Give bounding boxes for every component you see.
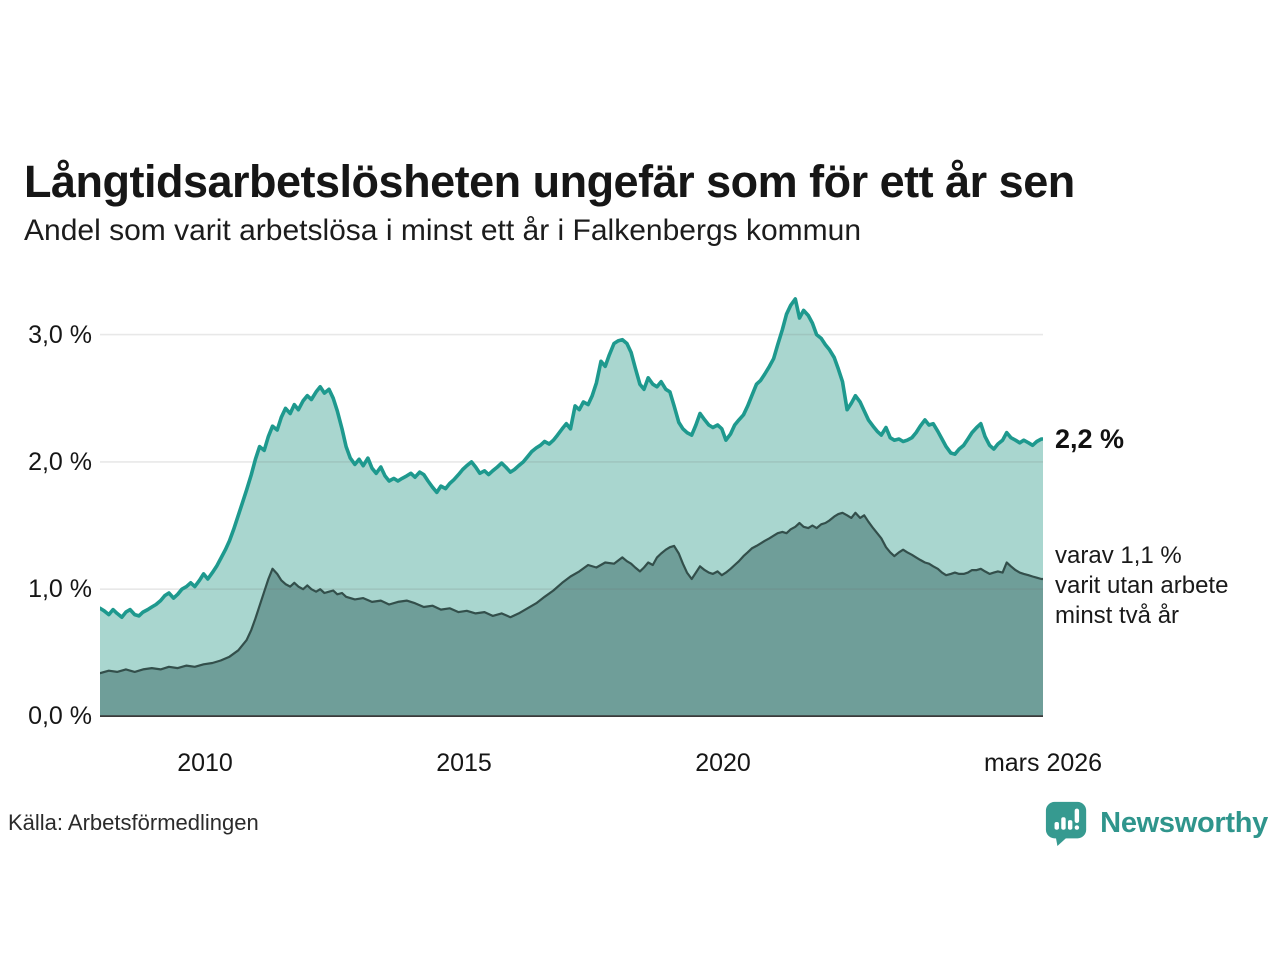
x-axis-tick-2010: 2010 [177,749,233,777]
chart-plot-area [98,290,1045,718]
page-subtitle: Andel som varit arbetslösa i minst ett å… [24,214,861,247]
y-axis-tick-0: 0,0 % [28,702,92,730]
x-axis-tick-mars-2026: mars 2026 [983,749,1103,777]
newsworthy-brand-text: Newsworthy [1100,806,1268,839]
x-axis-tick-2015: 2015 [436,749,492,777]
end-value-label: 2,2 % [1055,424,1125,454]
subset-annotation: varav 1,1 % varit utan arbete minst två … [1055,542,1229,629]
x-axis-tick-2020: 2020 [695,749,751,777]
y-axis-tick-1: 1,0 % [28,575,92,603]
y-axis-tick-3: 3,0 % [28,321,92,349]
page-title: Långtidsarbetslösheten ungefär som för e… [24,156,1075,208]
source-label: Källa: Arbetsförmedlingen [8,810,259,835]
newsworthy-logo: Newsworthy [1044,800,1268,846]
bar-chart-bubble-icon [1044,800,1090,846]
y-axis-tick-2: 2,0 % [28,448,92,476]
